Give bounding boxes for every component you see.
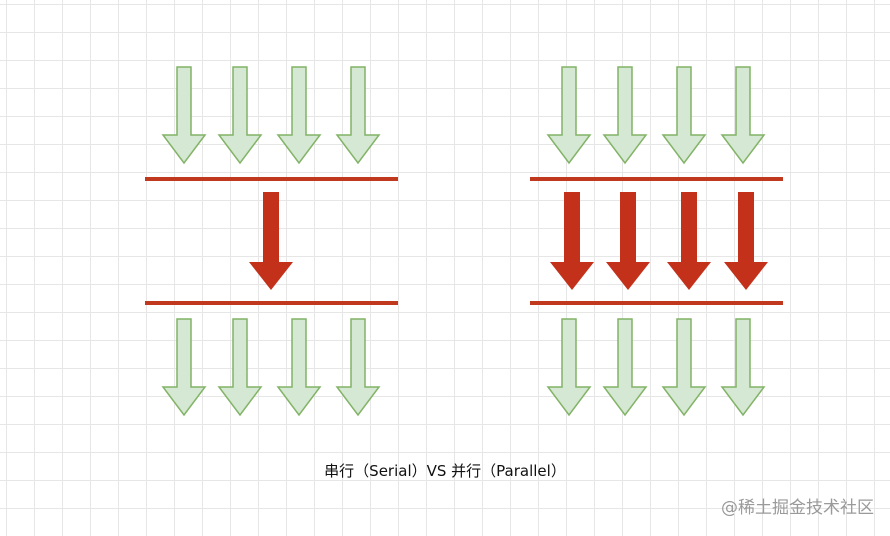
- serial-outgoing-arrow-1: [161, 318, 207, 417]
- serial-outgoing-arrow-4: [335, 318, 381, 417]
- serial-incoming-arrow-3: [276, 66, 322, 165]
- parallel-incoming-arrow-3: [661, 66, 707, 165]
- parallel-incoming-arrow-4: [720, 66, 766, 165]
- serial-outgoing-arrow-2: [217, 318, 263, 417]
- serial-incoming-arrow-2: [217, 66, 263, 165]
- parallel-outgoing-arrow-3: [661, 318, 707, 417]
- parallel-diagram: [530, 66, 783, 417]
- parallel-processing-arrow-4: [724, 192, 768, 290]
- parallel-processing-arrow-1: [550, 192, 594, 290]
- parallel-outgoing-arrow-4: [720, 318, 766, 417]
- serial-incoming-arrow-1: [161, 66, 207, 165]
- parallel-incoming-arrow-1: [546, 66, 592, 165]
- parallel-incoming-arrow-2: [602, 66, 648, 165]
- serial-diagram: [145, 66, 398, 417]
- serial-outgoing-arrow-3: [276, 318, 322, 417]
- parallel-outgoing-arrow-2: [602, 318, 648, 417]
- parallel-outgoing-arrow-1: [546, 318, 592, 417]
- watermark: @稀土掘金技术社区: [721, 498, 874, 518]
- serial-incoming-arrow-4: [335, 66, 381, 165]
- diagram-caption: 串行（Serial）VS 并行（Parallel）: [324, 462, 566, 480]
- parallel-processing-arrow-3: [667, 192, 711, 290]
- serial-processing-arrow-1: [249, 192, 293, 290]
- parallel-processing-arrow-2: [606, 192, 650, 290]
